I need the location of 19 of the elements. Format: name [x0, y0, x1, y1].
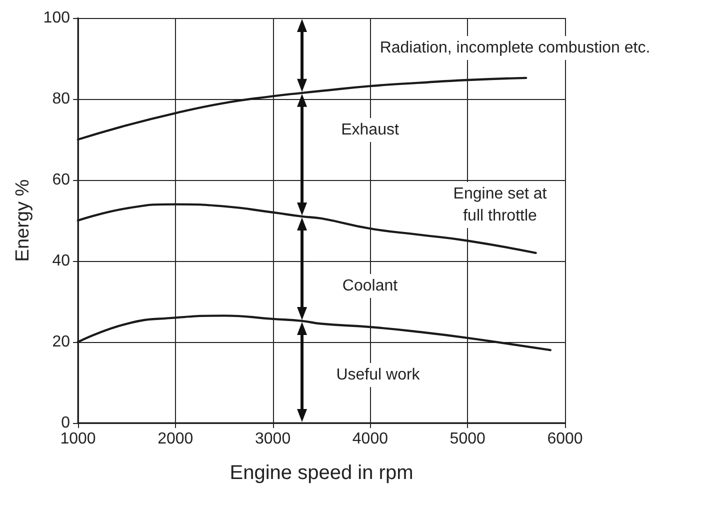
x-tick-label: 1000	[60, 430, 96, 448]
y-tick-label: 20	[52, 334, 70, 350]
x-axis-title: Engine speed in rpm	[230, 462, 414, 484]
y-tick-label: 60	[52, 172, 70, 188]
x-tick-label: 5000	[450, 430, 486, 448]
annotation: Radiation, incomplete combustion etc.	[380, 40, 650, 56]
y-axis-title: Energy %	[12, 179, 34, 262]
y-tick-label: 80	[52, 90, 70, 108]
x-tick-label: 6000	[547, 430, 583, 448]
x-tick-label: 4000	[352, 430, 388, 448]
y-tick-label: 40	[52, 252, 70, 270]
annotation: Exhaust	[341, 122, 400, 138]
annotation: Engine set at full throttle	[453, 186, 548, 224]
y-tick-label: 0	[61, 414, 70, 432]
x-tick-label: 3000	[255, 430, 291, 448]
x-tick-label: 2000	[158, 430, 194, 448]
annotation: Useful work	[336, 366, 421, 384]
annotation: Coolant	[342, 278, 398, 294]
y-tick-label: 100	[43, 10, 70, 26]
